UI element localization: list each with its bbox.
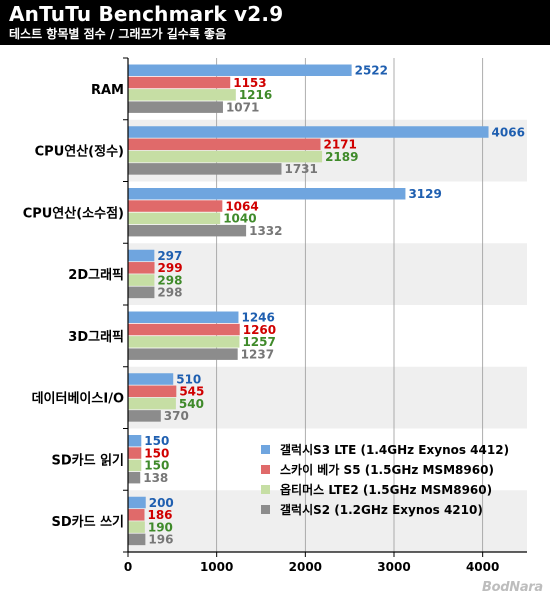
category-label: 2D그래픽 <box>68 267 124 283</box>
bar <box>128 64 352 76</box>
category-label: CPU연산(정수) <box>35 144 124 160</box>
data-label: 3129 <box>408 187 441 201</box>
data-label: 297 <box>157 249 182 263</box>
bar <box>128 410 161 422</box>
x-tick-label: 2000 <box>289 560 322 574</box>
bar <box>128 509 145 521</box>
data-label: 1731 <box>284 162 317 176</box>
bar <box>128 373 174 385</box>
bar <box>128 76 231 89</box>
bar <box>128 89 236 101</box>
data-label: 200 <box>149 496 174 510</box>
bar <box>128 286 155 299</box>
bar <box>128 533 146 546</box>
bar <box>128 274 155 286</box>
bar <box>128 311 239 323</box>
category-label: SD카드 읽기 <box>51 453 124 468</box>
category-band <box>128 490 527 552</box>
data-label: 1071 <box>226 100 259 114</box>
data-label: 4066 <box>492 125 525 139</box>
x-tick-labels: 0 1000 2000 3000 4000 <box>124 560 500 574</box>
data-label: 299 <box>158 261 183 275</box>
data-label: 2189 <box>325 150 358 164</box>
x-tick-label: 1000 <box>200 560 233 574</box>
data-label: 1153 <box>233 76 266 90</box>
data-label: 2171 <box>323 138 356 152</box>
legend: 갤럭시S3 LTE (1.4GHz Exynos 4412) 스카이 베가 S5 … <box>261 443 509 517</box>
bar <box>128 212 221 225</box>
bar <box>128 138 321 151</box>
data-label: 510 <box>176 372 201 386</box>
data-label: 196 <box>148 533 173 547</box>
bar <box>128 521 145 533</box>
bar <box>128 447 142 459</box>
category-label: 3D그래픽 <box>68 329 124 345</box>
data-label: 2522 <box>355 64 388 78</box>
chart-header: AnTuTu Benchmark v2.9 테스트 항목별 점수 / 그래프가 … <box>0 0 550 45</box>
data-label: 298 <box>157 286 182 300</box>
legend-swatch <box>261 505 270 514</box>
data-label: 1246 <box>241 311 274 325</box>
bar <box>128 163 282 175</box>
category-labels: RAM CPU연산(정수) CPU연산(소수점) 2D그래픽 3D그래픽데이터베이스I/… <box>23 83 124 530</box>
data-label: 150 <box>144 434 169 448</box>
data-label: 545 <box>179 385 204 399</box>
bar <box>128 224 247 237</box>
data-label: 1064 <box>225 199 258 213</box>
legend-label: 갤럭시S2 (1.2GHz Exynos 4210) <box>280 503 483 517</box>
axes <box>123 57 527 557</box>
bar <box>128 471 141 484</box>
category-label: CPU연산(소수점) <box>23 205 124 221</box>
data-label: 298 <box>157 273 182 287</box>
legend-label: 스카이 베가 S5 (1.5GHz MSM8960) <box>280 462 494 477</box>
category-label: 데이터베이스I/O <box>32 391 124 407</box>
category-label: RAM <box>91 83 124 98</box>
bar <box>128 435 142 447</box>
data-label: 1216 <box>239 88 272 102</box>
bar <box>128 336 240 348</box>
bar <box>128 249 155 262</box>
data-label: 190 <box>148 520 173 534</box>
category-label: SD카드 쓰기 <box>51 515 124 530</box>
data-label: 150 <box>144 459 169 473</box>
data-label: 540 <box>179 397 204 411</box>
bar <box>128 126 489 138</box>
category-band <box>128 243 527 305</box>
bar <box>128 262 155 274</box>
data-label: 150 <box>144 446 169 460</box>
legend-swatch <box>261 485 270 494</box>
bar <box>128 459 142 472</box>
bar <box>128 348 238 360</box>
bar <box>128 188 406 200</box>
x-tick-label: 3000 <box>377 560 410 574</box>
data-label: 186 <box>147 508 172 522</box>
bar <box>128 385 177 398</box>
legend-label: 옵티머스 LTE2 (1.5GHz MSM8960) <box>280 482 492 497</box>
data-label: 1237 <box>241 347 274 361</box>
legend-label: 갤럭시S3 LTE (1.4GHz Exynos 4412) <box>280 443 509 457</box>
bar <box>128 323 240 336</box>
legend-swatch <box>261 465 270 474</box>
category-band <box>128 366 527 429</box>
x-tick-label: 0 <box>124 560 132 574</box>
bar <box>128 200 223 212</box>
data-label: 1260 <box>243 323 276 337</box>
x-tick-label: 4000 <box>466 560 499 574</box>
data-label: 370 <box>164 409 189 423</box>
data-label: 1040 <box>223 212 256 226</box>
watermark: BodNara <box>482 580 543 595</box>
chart-title: AnTuTu Benchmark v2.9 <box>9 2 284 26</box>
legend-swatch <box>261 445 270 454</box>
data-label: 138 <box>143 471 168 485</box>
data-label: 1257 <box>242 335 275 349</box>
bar <box>128 150 323 163</box>
bar <box>128 496 146 509</box>
data-label: 1332 <box>249 224 282 238</box>
chart-subtitle: 테스트 항목별 점수 / 그래프가 길수록 좋음 <box>9 27 227 41</box>
bar <box>128 397 176 410</box>
bar <box>128 101 223 113</box>
